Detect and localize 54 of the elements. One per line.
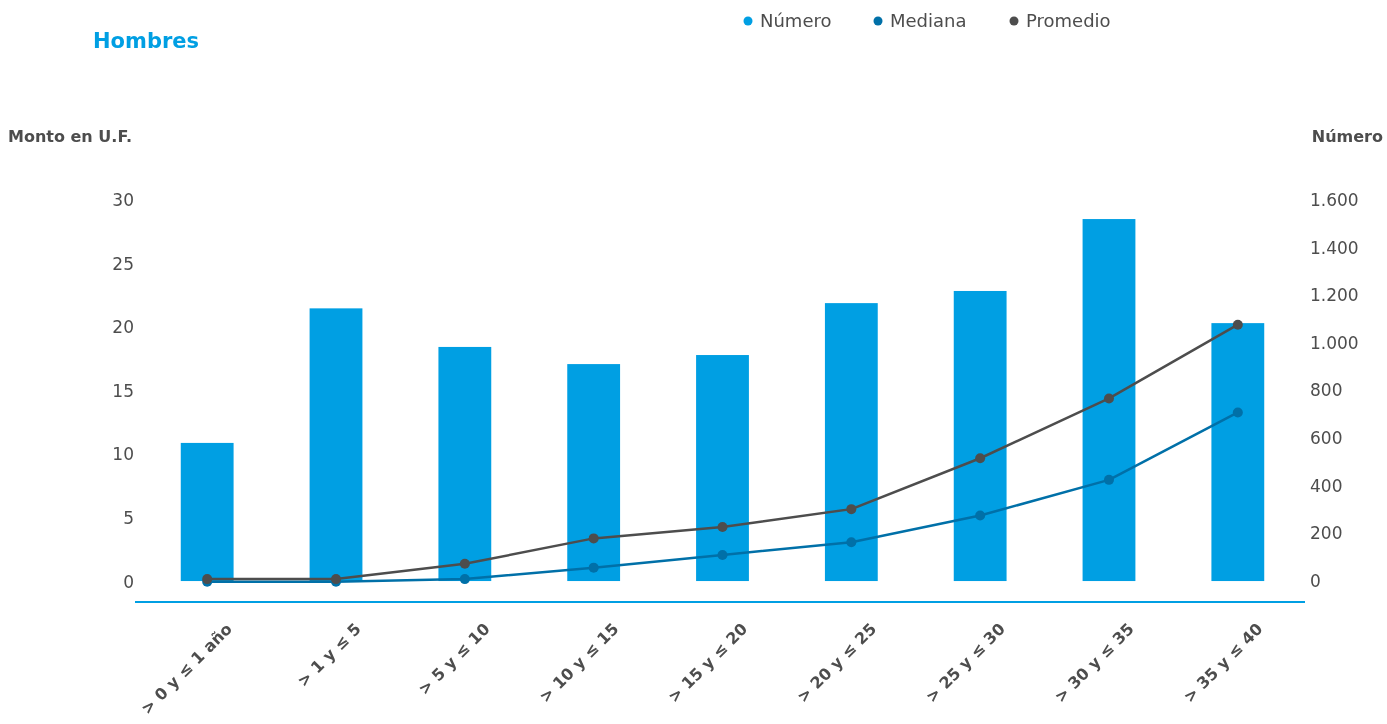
x-tick-label: > 1 y ≤ 5 bbox=[293, 619, 365, 691]
point bbox=[717, 549, 728, 560]
point bbox=[1232, 319, 1243, 330]
x-tick-label: > 0 y ≤ 1 año bbox=[137, 619, 236, 718]
y2-tick-label: 800 bbox=[1310, 380, 1343, 401]
x-tick-label: > 20 y ≤ 25 bbox=[793, 619, 881, 707]
x-tick-label: > 30 y ≤ 35 bbox=[1050, 619, 1138, 707]
point bbox=[846, 537, 857, 548]
y2-tick-label: 1.000 bbox=[1310, 332, 1359, 353]
y-tick-label: 20 bbox=[112, 317, 134, 338]
y2-tick-label: 0 bbox=[1310, 570, 1321, 591]
point bbox=[717, 521, 728, 532]
y-tick-label: 0 bbox=[123, 571, 134, 592]
point bbox=[459, 558, 470, 569]
x-tick-label: > 5 y ≤ 10 bbox=[414, 619, 494, 699]
y2-tick-label: 600 bbox=[1310, 428, 1343, 449]
y2-axis-title: Número bbox=[1311, 127, 1384, 146]
legend-label: Mediana bbox=[890, 10, 967, 32]
y2-tick-label: 1.200 bbox=[1310, 285, 1359, 306]
bar bbox=[180, 442, 234, 582]
x-tick-label: > 10 y ≤ 15 bbox=[535, 619, 623, 707]
y2-tick-label: 1.600 bbox=[1310, 189, 1359, 210]
point bbox=[1232, 407, 1243, 418]
point bbox=[975, 453, 986, 464]
y-tick-label: 25 bbox=[112, 253, 134, 274]
bar bbox=[438, 346, 492, 582]
x-tick-label: > 25 y ≤ 30 bbox=[921, 619, 1009, 707]
bar bbox=[567, 364, 621, 582]
y-tick-label: 5 bbox=[123, 507, 134, 528]
chart-title: Hombres bbox=[93, 29, 200, 53]
point bbox=[846, 504, 857, 515]
bar bbox=[953, 290, 1007, 582]
y2-tick-label: 400 bbox=[1310, 475, 1343, 496]
y-tick-label: 15 bbox=[112, 380, 134, 401]
y-axis-title: Monto en U.F. bbox=[8, 127, 133, 146]
legend-label: Número bbox=[760, 10, 832, 32]
y2-tick-label: 1.400 bbox=[1310, 237, 1359, 258]
x-tick-label: > 35 y ≤ 40 bbox=[1179, 619, 1267, 707]
point bbox=[1103, 474, 1114, 485]
bar bbox=[824, 303, 878, 582]
point bbox=[975, 510, 986, 521]
bar bbox=[1082, 219, 1136, 582]
point bbox=[1103, 393, 1114, 404]
point bbox=[459, 574, 470, 585]
y-tick-label: 10 bbox=[112, 444, 134, 465]
y-tick-label: 30 bbox=[112, 189, 134, 210]
point bbox=[588, 562, 599, 573]
x-tick-label: > 15 y ≤ 20 bbox=[664, 619, 752, 707]
bar bbox=[309, 308, 363, 582]
bar bbox=[696, 355, 749, 582]
y2-tick-label: 200 bbox=[1310, 523, 1343, 544]
legend-label: Promedio bbox=[1026, 10, 1111, 32]
point bbox=[588, 533, 599, 544]
bar bbox=[1211, 323, 1265, 582]
